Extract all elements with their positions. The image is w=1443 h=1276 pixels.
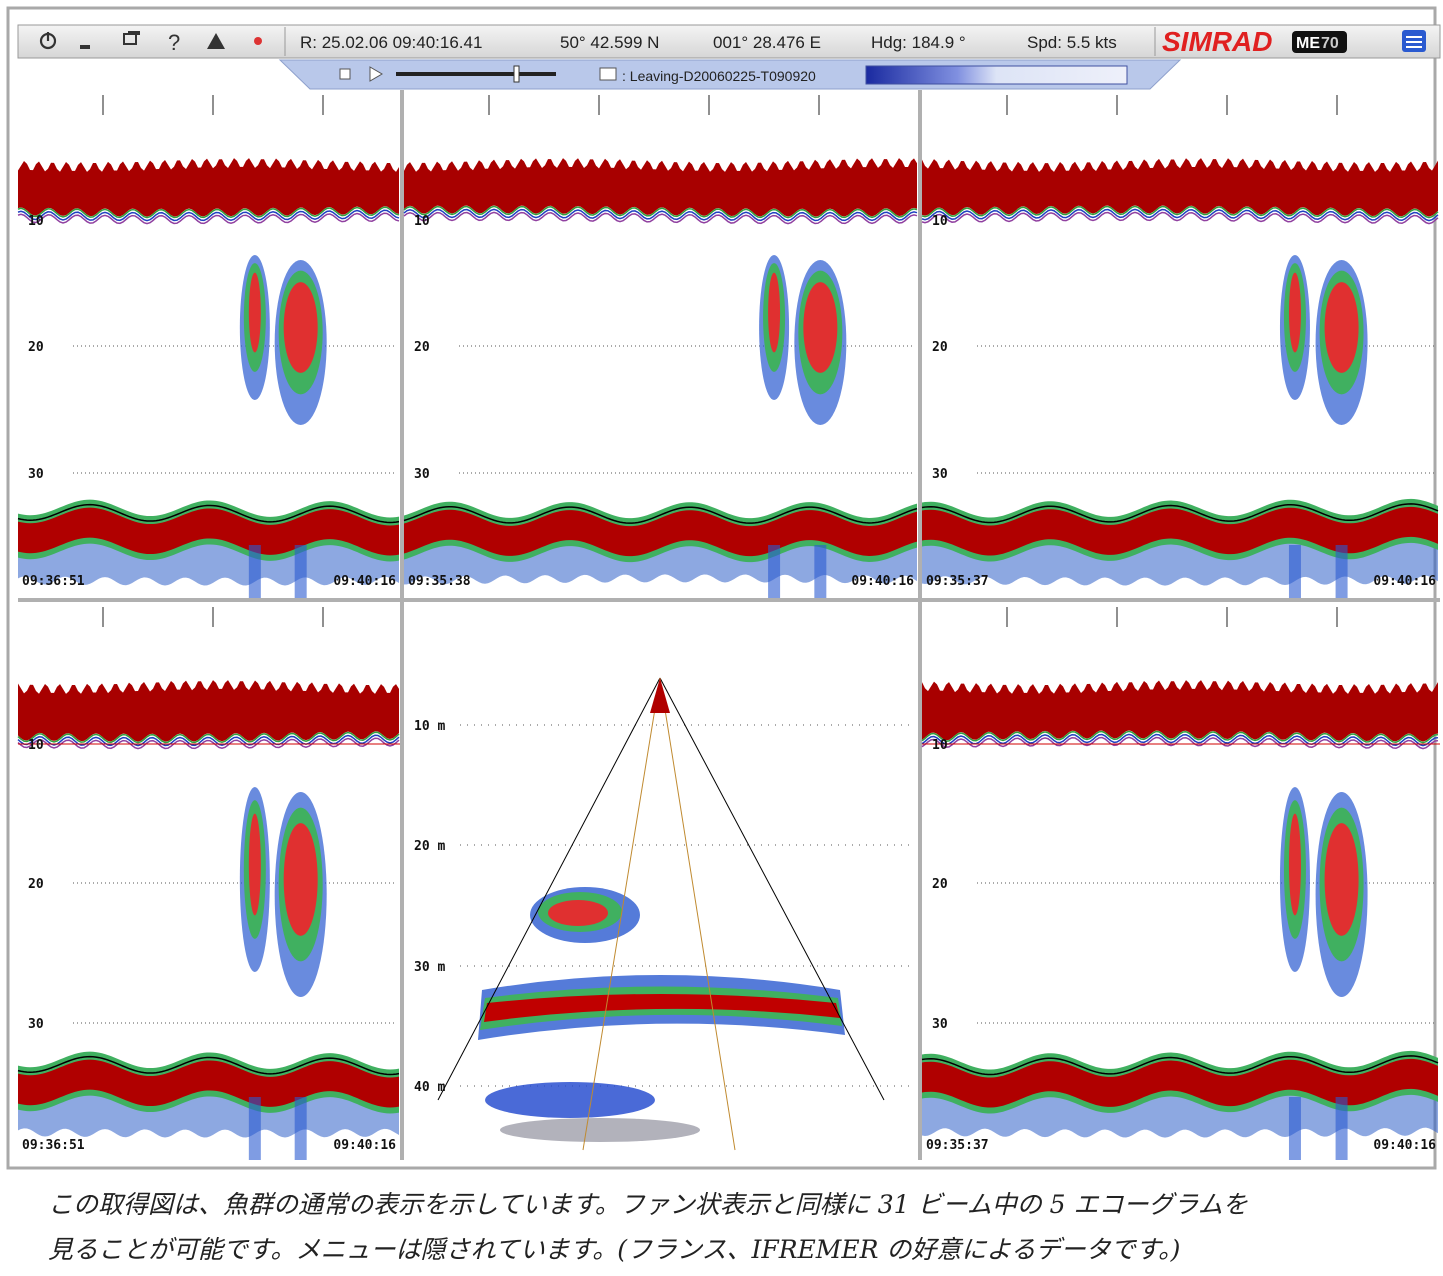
fan-scatter: [500, 1118, 700, 1142]
replay-file: : Leaving-D20060225-T090920: [622, 68, 816, 84]
fan-depth-label: 20 m: [414, 839, 445, 854]
fan-scatter: [485, 1082, 655, 1118]
end-time: 09:40:16: [333, 574, 396, 589]
fish-school: [768, 273, 780, 353]
start-time: 09:36:51: [22, 574, 85, 589]
caption-line: 見ることが可能です。メニューは隠されています。(フランス、IFREMER の好意…: [48, 1235, 1180, 1264]
fish-school: [249, 273, 261, 353]
shadow-streak: [1336, 545, 1348, 598]
fish-school: [1325, 282, 1359, 373]
depth-label: 20: [28, 340, 44, 355]
heading: Hdg: 184.9 °: [871, 33, 966, 52]
end-time: 09:40:16: [851, 574, 914, 589]
shadow-streak: [1289, 1097, 1301, 1160]
depth-label: 20: [28, 877, 44, 892]
depth-label: 20: [932, 340, 948, 355]
panel-divider: [918, 90, 922, 1160]
shadow-streak: [814, 545, 826, 598]
fan-depth-label: 40 m: [414, 1080, 445, 1095]
depth-label: 30: [932, 1017, 948, 1032]
shadow-streak: [768, 545, 780, 598]
fish-school: [249, 814, 261, 916]
depth-label: 30: [28, 467, 44, 482]
fan-depth-label: 30 m: [414, 960, 445, 975]
start-time: 09:35:37: [926, 1138, 989, 1153]
model-badge-text: ME: [1296, 35, 1320, 52]
screen: ? R: 25.02.06 09:40:16.41 50° 42.599 N 0…: [0, 0, 1443, 1276]
depth-label: 10: [414, 214, 430, 229]
depth-label: 10: [28, 738, 44, 753]
surface-echo: [18, 680, 399, 741]
end-time: 09:40:16: [1373, 1138, 1436, 1153]
fan-depth-label: 10 m: [414, 719, 445, 734]
model-number: 70: [1321, 35, 1339, 52]
shadow-streak: [1289, 545, 1301, 598]
shadow-streak: [249, 545, 261, 598]
depth-label: 30: [932, 467, 948, 482]
start-time: 09:35:37: [926, 574, 989, 589]
depth-label: 20: [932, 877, 948, 892]
depth-label: 20: [414, 340, 430, 355]
speed: Spd: 5.5 kts: [1027, 33, 1117, 52]
brand: SIMRAD: [1162, 26, 1272, 57]
svg-text:?: ?: [168, 30, 180, 55]
depth-label: 10: [932, 214, 948, 229]
shadow-streak: [295, 1097, 307, 1160]
record-time: R: 25.02.06 09:40:16.41: [300, 33, 482, 52]
shadow-streak: [1336, 1097, 1348, 1160]
fish-school: [1289, 814, 1301, 916]
fan-school: [548, 900, 608, 926]
depth-label: 10: [932, 738, 948, 753]
longitude: 001° 28.476 E: [713, 33, 821, 52]
start-time: 09:36:51: [22, 1138, 85, 1153]
latitude: 50° 42.599 N: [560, 33, 659, 52]
fish-school: [1325, 823, 1359, 936]
panel-divider: [18, 598, 1440, 602]
start-time: 09:35:38: [408, 574, 471, 589]
panel-divider: [400, 90, 404, 1160]
end-time: 09:40:16: [1373, 574, 1436, 589]
fish-school: [284, 282, 318, 373]
fish-school: [803, 282, 837, 373]
depth-label: 10: [28, 214, 44, 229]
caption-line: この取得図は、魚群の通常の表示を示しています。ファン状表示と同様に 31 ビーム…: [48, 1190, 1248, 1219]
depth-label: 30: [28, 1017, 44, 1032]
fish-school: [1289, 273, 1301, 353]
fish-school: [284, 823, 318, 936]
depth-label: 30: [414, 467, 430, 482]
shadow-streak: [249, 1097, 261, 1160]
shadow-streak: [295, 545, 307, 598]
end-time: 09:40:16: [333, 1138, 396, 1153]
